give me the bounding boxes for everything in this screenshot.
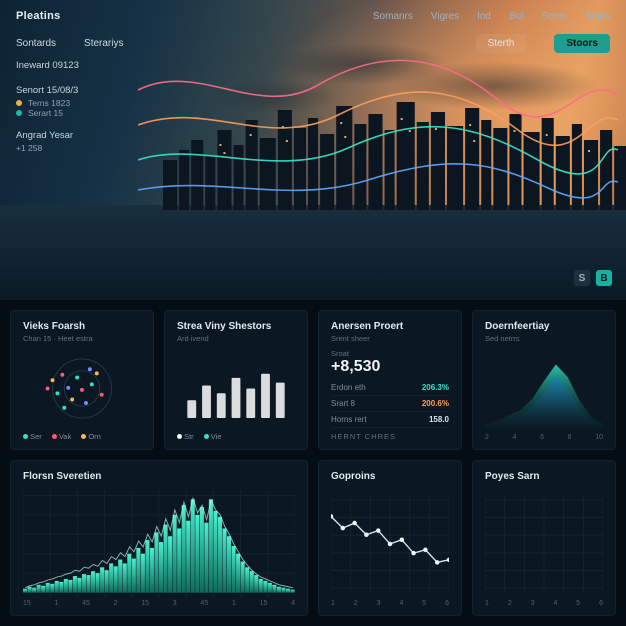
hero-badge-a[interactable]: S xyxy=(574,270,590,286)
hero-water xyxy=(0,205,626,300)
card-area: Doernfeertiay Sed netrrs xyxy=(472,310,616,450)
card3-row-1: Srart 8200.6% xyxy=(331,396,449,412)
cards-grid: Vieks Foarsh Chan 15 · Heet estra Ser Va… xyxy=(0,300,626,626)
top-bar: Pleatins Somanrs Vigres Ind Bul Sems Sel… xyxy=(0,0,626,28)
card3-foot: HERNT CHRES xyxy=(331,432,449,441)
pill-search[interactable]: Sterth xyxy=(476,34,527,53)
card3-title: Anersen Proert xyxy=(331,321,449,332)
side-group2-title: Senort 15/08/3 xyxy=(16,85,156,96)
brand[interactable]: Pleatins xyxy=(16,10,61,22)
card3-biglabel: Sroat xyxy=(331,349,449,358)
hero-badge-b[interactable]: B xyxy=(596,270,612,286)
card1-legend: Ser Vak Orn xyxy=(23,432,141,441)
card5-xaxis: 151452153451154 xyxy=(23,600,295,607)
nav-item-0[interactable]: Somanrs xyxy=(373,11,413,22)
hero-sidebar: Ineward 09123 Senort 15/08/3 Terns 1823 … xyxy=(16,60,156,153)
hero-panel: Pleatins Somanrs Vigres Ind Bul Sems Sel… xyxy=(0,0,626,300)
side-group3-title: Angrad Yesar xyxy=(16,130,156,141)
card3-row-2: Horns rert158.0 xyxy=(331,412,449,428)
card6-xaxis: 123456 xyxy=(331,600,449,607)
line-chart xyxy=(331,490,449,598)
card2-legend: Str Vie xyxy=(177,432,295,441)
card-scatter: Vieks Foarsh Chan 15 · Heet estra Ser Va… xyxy=(10,310,154,450)
card2-title: Strea Viny Shestors xyxy=(177,321,295,332)
top-nav: Somanrs Vigres Ind Bul Sems Selps xyxy=(373,11,610,22)
card3-bigvalue: +8,530 xyxy=(331,358,449,376)
area-chart xyxy=(485,349,603,432)
card4-sub: Sed netrrs xyxy=(485,334,603,343)
card-line: Goproins 123456 xyxy=(318,460,462,616)
card4-title: Doernfeertiay xyxy=(485,321,603,332)
card4-xaxis: 246810 xyxy=(485,434,603,441)
side-group1-title: Ineward 09123 xyxy=(16,60,156,71)
skyline xyxy=(163,100,626,210)
nav-item-2[interactable]: Ind xyxy=(477,11,491,22)
scatter-chart xyxy=(23,349,141,428)
side-g2-item-0: Terns 1823 xyxy=(16,98,156,108)
hero-badges: S B xyxy=(574,270,612,286)
card-minibars: Strea Viny Shestors Ard ivend Str Vie xyxy=(164,310,308,450)
card6-title: Goproins xyxy=(331,471,449,482)
card-emptygrid: Poyes Sarn 123456 xyxy=(472,460,616,616)
side-g2-item-1: Serart 15 xyxy=(16,108,156,118)
tab-row: Sontards Sterariys Sterth Stoors xyxy=(0,34,626,53)
card5-title: Florsn Sveretien xyxy=(23,471,295,482)
tab-left-2[interactable]: Sterariys xyxy=(84,38,123,49)
card2-sub: Ard ivend xyxy=(177,334,295,343)
nav-item-1[interactable]: Vigres xyxy=(431,11,459,22)
card1-title: Vieks Foarsh xyxy=(23,321,141,332)
nav-item-4[interactable]: Sems xyxy=(541,11,567,22)
nav-item-3[interactable]: Bul xyxy=(509,11,523,22)
pill-accent[interactable]: Stoors xyxy=(554,34,610,53)
card-histogram: Florsn Sveretien 151452153451154 xyxy=(10,460,308,616)
minibars-chart xyxy=(177,349,295,428)
card3-row-0: Erdon eth206.3% xyxy=(331,380,449,396)
card3-sub: Srent sheer xyxy=(331,334,449,343)
card7-title: Poyes Sarn xyxy=(485,471,603,482)
tab-left-1[interactable]: Sontards xyxy=(16,38,56,49)
card1-sub: Chan 15 · Heet estra xyxy=(23,334,141,343)
hist-chart xyxy=(23,490,295,598)
side-group3-sub: +1 258 xyxy=(16,143,156,153)
card-stats: Anersen Proert Srent sheer Sroat +8,530 … xyxy=(318,310,462,450)
nav-item-5[interactable]: Selps xyxy=(585,11,610,22)
empty-grid-chart xyxy=(485,490,603,598)
card7-xaxis: 123456 xyxy=(485,600,603,607)
